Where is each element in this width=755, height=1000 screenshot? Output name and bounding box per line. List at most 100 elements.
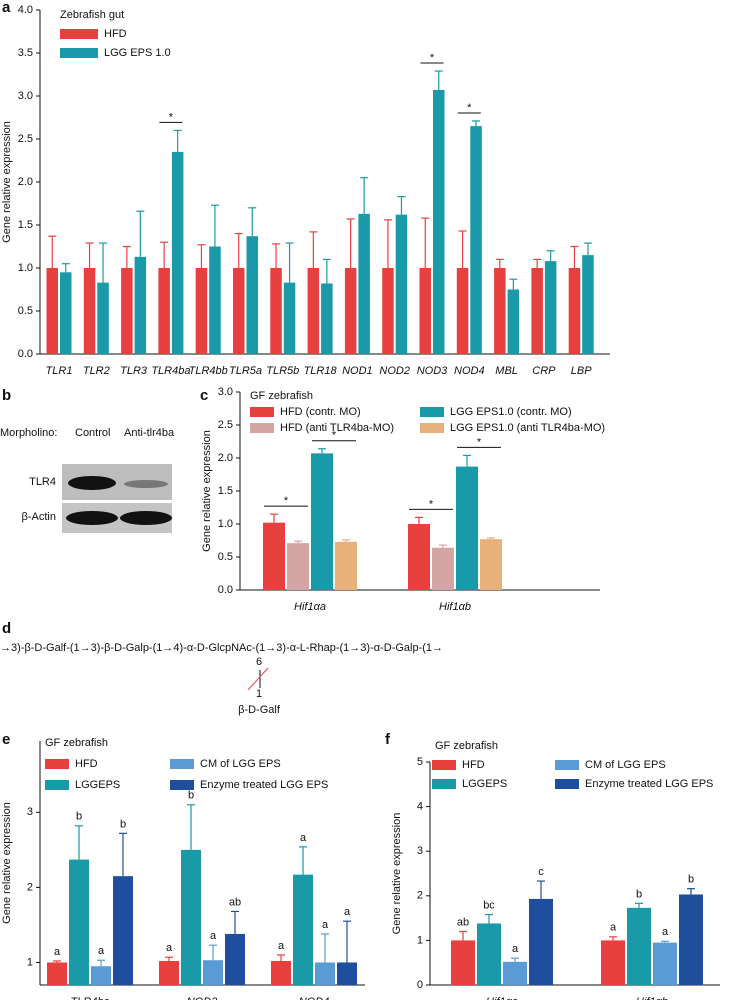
x-tick-label: TLR4bb: [189, 365, 228, 377]
x-tick-label: TLR5a: [229, 365, 262, 377]
bar: [470, 126, 482, 354]
error-bar: [285, 242, 294, 283]
error-bar: [360, 177, 369, 214]
error-bar: [136, 210, 145, 257]
bar: [91, 966, 111, 985]
error-bar: [322, 258, 331, 284]
significance-letter: c: [538, 866, 544, 878]
error-bar: [546, 250, 555, 262]
y-axis-label: Gene relative expression: [391, 813, 403, 935]
cut: [247, 667, 269, 691]
y-tick-label: 1: [417, 934, 423, 946]
legend-swatch: [432, 760, 456, 770]
bar: [503, 961, 527, 985]
structure-pos: 1: [256, 688, 262, 700]
panel-label: b: [2, 387, 11, 404]
bar: [480, 539, 502, 590]
y-tick-label: 4: [417, 801, 423, 813]
bar: [456, 466, 478, 590]
legend-label: CM of LGG EPS: [585, 759, 666, 771]
error-bar: [487, 537, 495, 540]
y-axis-label: Gene relative expression: [201, 430, 213, 552]
x-tick-label: Hif1αa: [486, 996, 518, 1000]
x-tick-label: LBP: [571, 365, 592, 377]
bar: [46, 268, 58, 354]
bar: [582, 255, 594, 354]
blot-lane: Control: [75, 427, 110, 439]
significance-letter: ab: [457, 916, 469, 928]
error-bar: [209, 944, 217, 961]
legend-swatch: [170, 780, 194, 790]
bar: [395, 214, 408, 354]
bar: [451, 940, 475, 985]
error-bar: [533, 258, 542, 268]
error-bar: [61, 263, 70, 273]
x-tick-label: TLR5b: [266, 365, 299, 377]
structure-backbone: →3)-β-D-Galf-(1→3)-β-D-Galp-(1→4)-α-D-Gl…: [0, 642, 443, 654]
y-tick-label: 2: [417, 890, 423, 902]
error-bar: [234, 233, 243, 268]
significance-letter: ab: [229, 896, 241, 908]
error-bar: [299, 846, 307, 875]
bar: [456, 268, 469, 354]
bar: [307, 268, 320, 354]
legend-swatch: [250, 407, 274, 417]
y-tick-label: 0.0: [218, 584, 233, 596]
y-tick-label: 2.5: [218, 419, 233, 431]
error-bar: [346, 218, 355, 268]
significance-letter: a: [210, 930, 217, 942]
y-tick-label: 2: [27, 881, 33, 893]
significance-letter: bc: [483, 899, 495, 911]
blot-row: β-Actin: [22, 511, 56, 523]
significance-star: *: [284, 495, 289, 507]
error-bar: [119, 832, 127, 877]
error-bar: [187, 804, 195, 850]
y-tick-label: 1.0: [218, 518, 233, 530]
panel-label: e: [2, 731, 10, 748]
error-bar: [294, 540, 302, 544]
significance-letter: a: [98, 945, 105, 957]
legend-label: HFD: [75, 758, 98, 770]
legend-title: GF zebrafish: [250, 390, 313, 402]
bar: [246, 236, 258, 354]
y-tick-label: 3.0: [18, 90, 33, 102]
x-tick-label: CRP: [532, 365, 556, 377]
x-tick-label: MBL: [495, 365, 518, 377]
bar: [293, 874, 313, 985]
bar: [287, 543, 309, 590]
error-bar: [415, 516, 423, 524]
bar: [382, 268, 394, 354]
bar: [283, 282, 296, 354]
blot-row: TLR4: [29, 476, 56, 488]
bar: [69, 859, 89, 985]
significance-letter: b: [120, 818, 126, 830]
panel-label: f: [385, 731, 391, 748]
significance-letter: a: [300, 832, 307, 844]
x-tick-label: NOD3: [417, 365, 448, 377]
bar: [653, 942, 677, 985]
bar: [171, 151, 184, 354]
error-bar: [231, 910, 239, 934]
error-bar: [459, 930, 467, 941]
bar: [311, 453, 333, 590]
error-bar: [248, 207, 257, 237]
error-bar: [537, 880, 545, 899]
legend-swatch: [60, 29, 98, 39]
bar: [121, 268, 133, 354]
error-bar: [270, 513, 278, 523]
y-tick-label: 1.0: [18, 262, 33, 274]
significance-letter: a: [278, 940, 285, 952]
error-bar: [85, 242, 94, 268]
legend-label: Enzyme treated LGG EPS: [585, 778, 713, 790]
error-bar: [321, 933, 329, 963]
error-bar: [609, 936, 617, 941]
error-bar: [342, 539, 350, 542]
error-bar: [210, 204, 219, 247]
legend-swatch: [170, 759, 194, 769]
legend-swatch: [45, 759, 69, 769]
error-bar: [53, 960, 61, 963]
y-axis-label: Gene relative expression: [1, 121, 13, 243]
legend-swatch: [432, 779, 456, 789]
panel-label: c: [200, 387, 208, 404]
bar: [195, 268, 208, 354]
